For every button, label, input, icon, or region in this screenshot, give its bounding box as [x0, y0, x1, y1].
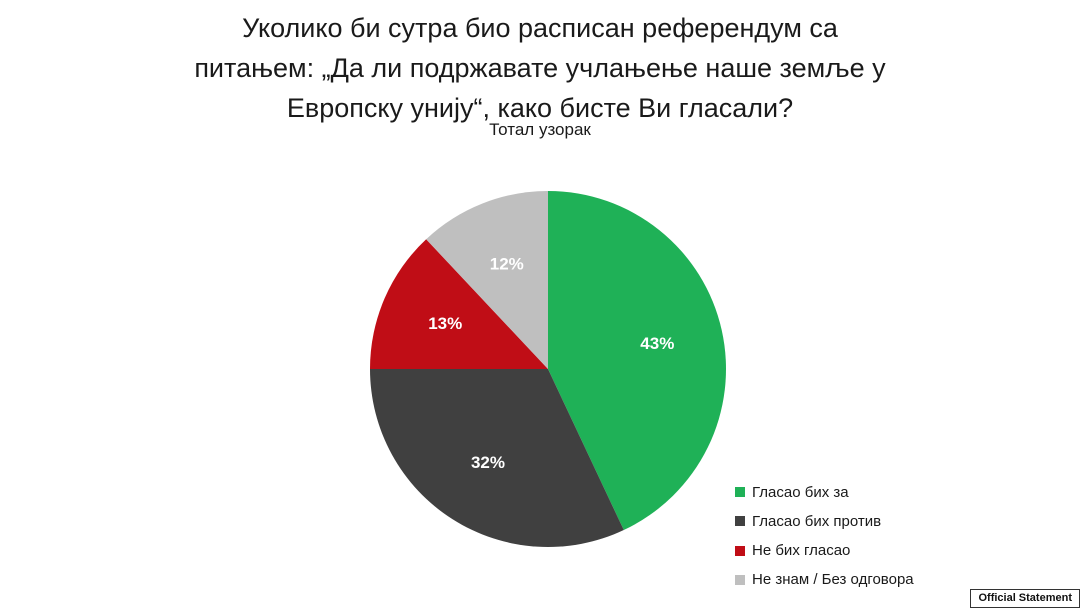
legend-item-against: Гласао бих против: [735, 511, 975, 531]
pie-slice-would-not-vote: [370, 239, 548, 369]
legend-swatch-would-not-vote: [735, 545, 745, 556]
legend-item-for: Гласао бих за: [735, 482, 975, 502]
chart-title-line-2: питањем: „Да ли подржавате учлањење наше…: [194, 53, 886, 83]
chart-title-line-3: Европску унију“, како бисте Ви гласали?: [286, 93, 794, 123]
chart-subtitle: Тотал узорак: [489, 120, 591, 139]
legend-label-dont-know: Не знам / Без одговора: [752, 571, 914, 589]
legend-item-dont-know: Не знам / Без одговора: [735, 570, 975, 590]
official-statement-badge: Official Statement: [970, 589, 1080, 608]
pie-label-against: 32%: [471, 453, 505, 472]
legend-label-would-not-vote: Не бих гласао: [752, 542, 851, 560]
legend: Гласао бих за Гласао бих против Не бих г…: [735, 482, 975, 599]
pie-label-dont-know: 12%: [490, 254, 524, 273]
pie-label-would-not-vote: 13%: [428, 314, 462, 333]
chart-title-line-1: Уколико би сутра био расписан референдум…: [242, 13, 838, 43]
legend-swatch-against: [735, 516, 745, 527]
legend-swatch-dont-know: [735, 574, 745, 585]
legend-swatch-for: [735, 487, 745, 497]
legend-label-for: Гласао бих за: [752, 483, 849, 501]
legend-label-against: Гласао бих против: [752, 512, 882, 530]
legend-item-would-not-vote: Не бих гласао: [735, 541, 975, 561]
pie-label-for: 43%: [640, 334, 674, 353]
pie-slice-dont-know: [426, 191, 548, 369]
pie-slice-for: [548, 191, 726, 531]
pie-slice-against: [370, 369, 624, 547]
chart-title: Уколико би сутра био расписан референдум…: [0, 8, 1080, 128]
